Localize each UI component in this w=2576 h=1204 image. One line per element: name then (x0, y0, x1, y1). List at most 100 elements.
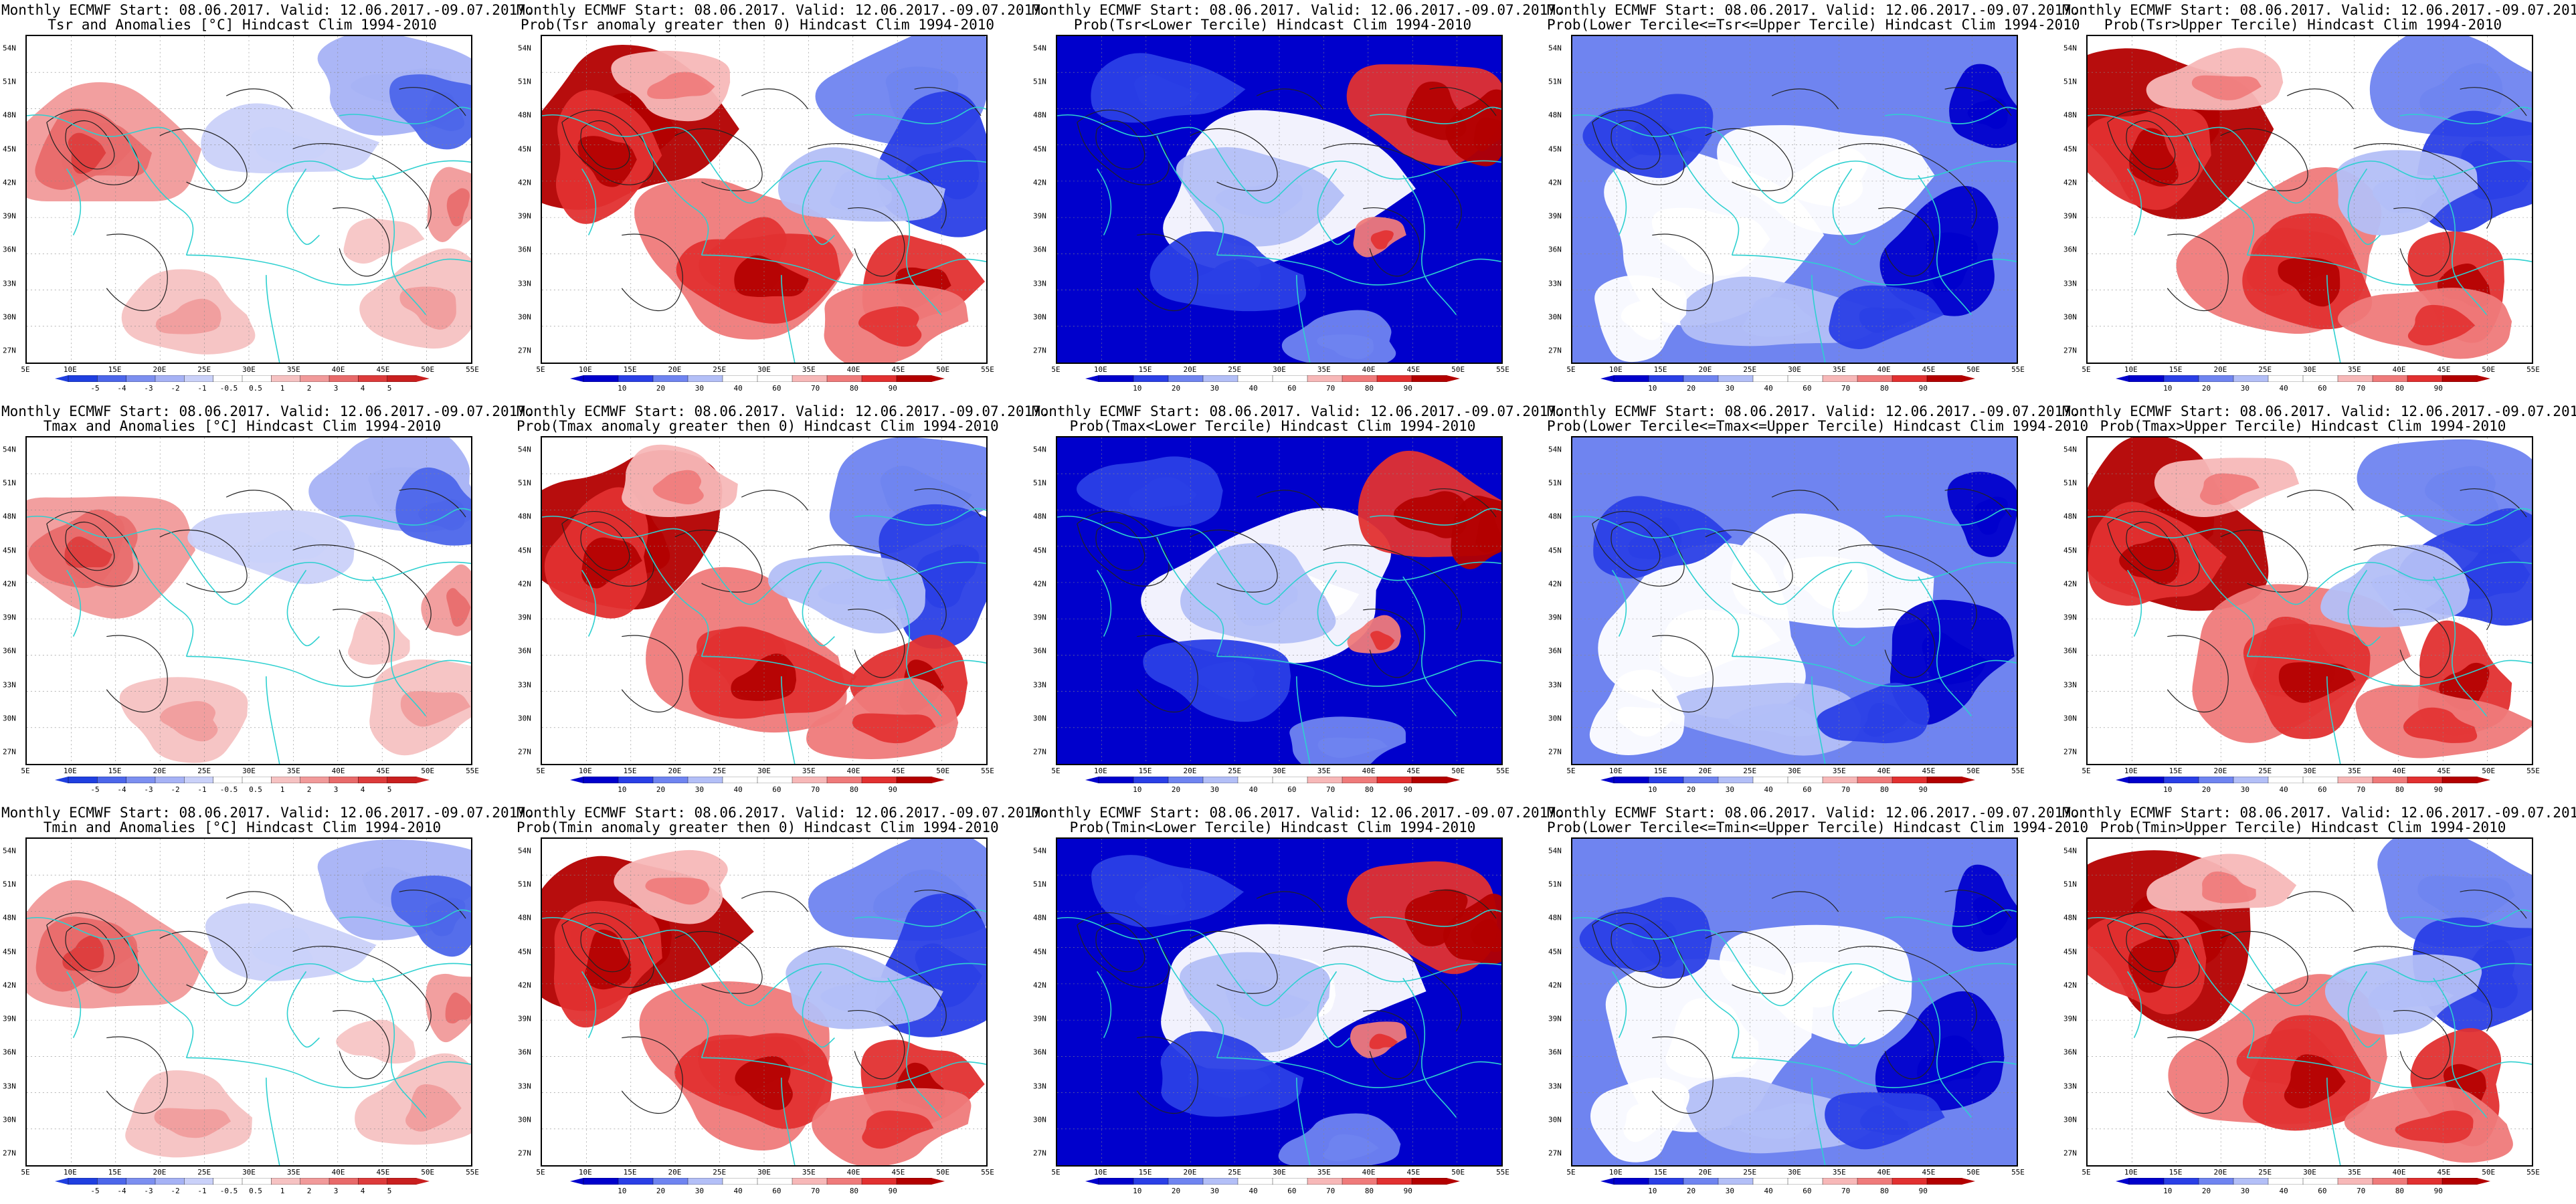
colorbar-swatch (896, 1178, 932, 1185)
coastline (1611, 971, 1627, 1038)
colorbar-tick-label: 30 (1725, 785, 1734, 794)
colorbar-tick-label: 80 (2395, 1187, 2405, 1195)
coastline (1832, 168, 1865, 245)
colorbar-swatch (271, 375, 301, 382)
map-plot (1056, 35, 1503, 364)
colorbar-swatch (1892, 1178, 1928, 1185)
colorbar-tick-label: 60 (772, 1187, 781, 1195)
colorbar-swatch (300, 375, 330, 382)
colorbar-tick-label: 30 (695, 785, 704, 794)
colorbar-tick-label: 70 (1326, 1187, 1336, 1195)
coastline (1216, 254, 1501, 286)
lon-tick-label: 40E (2392, 1168, 2406, 1177)
colorbar-arrow-low (1600, 375, 1614, 382)
field-shade (1863, 703, 1908, 737)
climatology-contour (1651, 233, 1714, 312)
colorbar-swatch (2337, 375, 2373, 382)
coastline (1296, 676, 1311, 764)
climatology-contour (1077, 912, 1170, 988)
lon-tick-label: 10E (1093, 365, 1107, 374)
colorbar-swatch (126, 1178, 156, 1185)
lon-tick-label: 20E (1698, 767, 1712, 775)
panel-title-line2: Prob(Tsr<Lower Tercile) Hindcast Clim 19… (1073, 17, 1472, 33)
map-panel: Monthly ECMWF Start: 08.06.2017. Valid: … (1547, 804, 2088, 1195)
lon-tick-label: 45E (1406, 767, 1420, 775)
colorbar-tick-label: 70 (2357, 384, 2366, 393)
field-shade (862, 1110, 934, 1149)
field-shade (336, 1019, 416, 1064)
lat-tick-label: 54N (1033, 445, 1046, 454)
colorbar-tick-label: 3 (333, 785, 339, 794)
colorbar-tick-label: 80 (1364, 1187, 1374, 1195)
panel-title-line2: Tmin and Anomalies [°C] Hindcast Clim 19… (43, 819, 442, 835)
lon-tick-label: 30E (1273, 767, 1286, 775)
field-shade (1659, 609, 1781, 678)
colorbar-swatch (184, 777, 214, 783)
lat-tick-label: 51N (2063, 880, 2077, 889)
climatology-contour (1323, 946, 1462, 1031)
colorbar-tick-label: -4 (117, 1187, 126, 1195)
colorbar-tick-label: -3 (144, 1187, 153, 1195)
field-shade (652, 470, 704, 504)
map-field-svg (27, 36, 471, 363)
coastline (1216, 1057, 1501, 1088)
coastline (1918, 977, 1972, 1118)
panel-title-line1: Monthly ECMWF Start: 08.06.2017. Valid: … (517, 805, 1050, 821)
colorbar-swatch (2302, 375, 2338, 382)
colorbar-tick-label: 30 (1210, 384, 1219, 393)
colorbar-tick-label: 60 (1287, 1187, 1297, 1195)
coastline (2326, 1078, 2341, 1165)
lon-tick-label: 10E (1093, 767, 1107, 775)
lon-tick-label: 20E (668, 767, 682, 775)
colorbar-swatch (652, 375, 688, 382)
colorbar-swatch (2268, 777, 2304, 783)
colorbar-swatch (1683, 1178, 1719, 1185)
colorbar-tick-label: -3 (144, 384, 153, 393)
coastline (887, 576, 942, 717)
field-shade (2395, 1110, 2474, 1144)
colorbar-tick-label: 20 (656, 384, 666, 393)
panel-title-line2: Prob(Tmax anomaly greater then 0) Hindca… (517, 418, 999, 434)
colorbar-swatch (792, 777, 828, 783)
lat-tick-label: 30N (518, 312, 531, 322)
coastline (581, 971, 597, 1038)
colorbar-tick-label: 60 (772, 785, 781, 794)
field-shade (2119, 537, 2180, 585)
map-plot (1571, 35, 2018, 364)
lat-tick-label: 36N (2063, 646, 2077, 656)
colorbar-swatch (1376, 777, 1412, 783)
lon-tick-label: 25E (1228, 365, 1242, 374)
colorbar-tick-label: -2 (171, 384, 180, 393)
colorbar-swatch (68, 1178, 98, 1185)
colorbar-tick-label: 40 (2279, 1187, 2288, 1195)
lat-tick-label: 36N (1548, 245, 1562, 254)
map-plot (2086, 436, 2533, 765)
lon-tick-label: 45E (2437, 365, 2451, 374)
colorbar-tick-label: 70 (811, 1187, 820, 1195)
coastline (701, 254, 986, 286)
colorbar-tick-label: 30 (2240, 384, 2249, 393)
colorbar-tick-label: 80 (849, 384, 859, 393)
colorbar-swatch (826, 777, 862, 783)
field-shade (1230, 579, 1298, 627)
coastline (1296, 1078, 1311, 1165)
lon-tick-label: 50E (936, 365, 950, 374)
climatology-contour (1323, 544, 1462, 630)
map-field-svg (1572, 36, 2017, 363)
lat-tick-label: 51N (1548, 478, 1562, 488)
colorbar-tick-label: 80 (849, 1187, 859, 1195)
field-shade (1134, 874, 1186, 916)
colorbar-swatch (271, 777, 301, 783)
lat-tick-label: 51N (518, 880, 531, 889)
lon-tick-label: 5E (1051, 365, 1061, 374)
colorbar-swatch (1752, 777, 1788, 783)
colorbar-tick-label: 70 (1841, 384, 1851, 393)
climatology-contour (2393, 207, 2451, 277)
lat-tick-label: 30N (1033, 1115, 1046, 1124)
coastline (2433, 175, 2488, 316)
coastline (1611, 168, 1627, 235)
coastline (701, 656, 986, 687)
lon-tick-label: 25E (2258, 767, 2272, 775)
coastline (1811, 676, 1826, 764)
lat-tick-label: 42N (1548, 579, 1562, 589)
